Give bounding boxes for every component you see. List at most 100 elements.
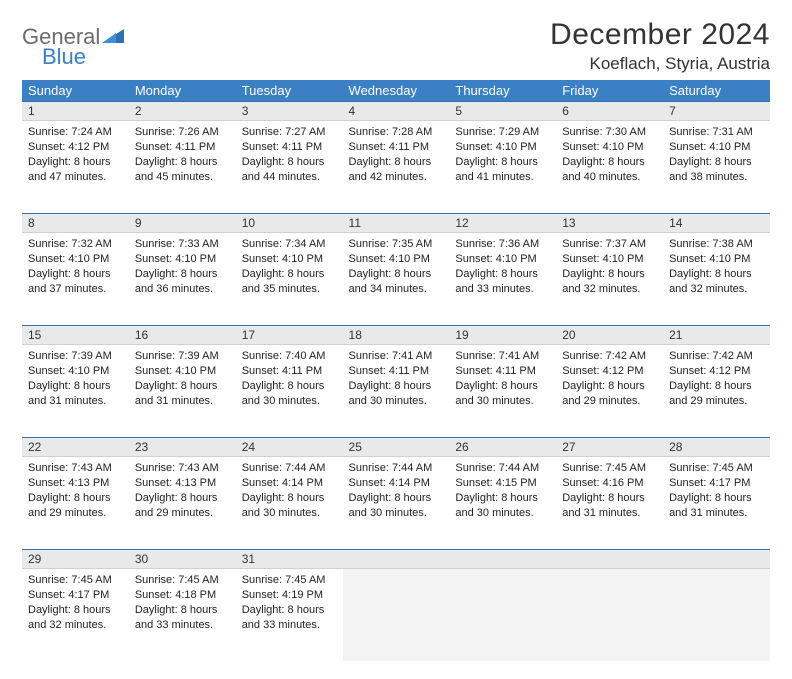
day-line-d1: Daylight: 8 hours <box>562 155 657 170</box>
day-cell <box>343 569 450 661</box>
day-line-d2: and 29 minutes. <box>669 394 764 409</box>
day-number: 2 <box>129 101 236 121</box>
day-cell: Sunrise: 7:32 AMSunset: 4:10 PMDaylight:… <box>22 233 129 304</box>
day-line-d2: and 44 minutes. <box>242 170 337 185</box>
day-number: 3 <box>236 101 343 121</box>
month-title: December 2024 <box>550 18 770 52</box>
day-line-ss: Sunset: 4:10 PM <box>28 252 123 267</box>
title-block: December 2024 Koeflach, Styria, Austria <box>550 18 770 74</box>
day-cell: Sunrise: 7:45 AMSunset: 4:19 PMDaylight:… <box>236 569 343 640</box>
day-cell: Sunrise: 7:35 AMSunset: 4:10 PMDaylight:… <box>343 233 450 304</box>
day-line-d2: and 31 minutes. <box>669 506 764 521</box>
day-line-d2: and 31 minutes. <box>135 394 230 409</box>
day-line-sr: Sunrise: 7:45 AM <box>28 573 123 588</box>
day-number: 5 <box>449 101 556 121</box>
day-line-ss: Sunset: 4:12 PM <box>28 140 123 155</box>
day-line-d1: Daylight: 8 hours <box>28 491 123 506</box>
logo: General Blue <box>22 18 124 70</box>
day-cell <box>449 569 556 661</box>
day-line-d2: and 31 minutes. <box>28 394 123 409</box>
day-line-ss: Sunset: 4:13 PM <box>28 476 123 491</box>
day-number: 29 <box>22 549 129 569</box>
logo-triangle-icon <box>102 27 124 48</box>
day-cell: Sunrise: 7:44 AMSunset: 4:14 PMDaylight:… <box>343 457 450 528</box>
day-line-d2: and 32 minutes. <box>28 618 123 633</box>
day-line-sr: Sunrise: 7:31 AM <box>669 125 764 140</box>
day-line-sr: Sunrise: 7:44 AM <box>242 461 337 476</box>
day-line-d1: Daylight: 8 hours <box>28 603 123 618</box>
day-cell: Sunrise: 7:41 AMSunset: 4:11 PMDaylight:… <box>343 345 450 416</box>
day-cell: Sunrise: 7:27 AMSunset: 4:11 PMDaylight:… <box>236 121 343 192</box>
day-number: 13 <box>556 213 663 233</box>
day-line-d1: Daylight: 8 hours <box>349 491 444 506</box>
day-number: 8 <box>22 213 129 233</box>
day-line-d1: Daylight: 8 hours <box>562 491 657 506</box>
day-cell: Sunrise: 7:33 AMSunset: 4:10 PMDaylight:… <box>129 233 236 304</box>
day-line-ss: Sunset: 4:11 PM <box>242 364 337 379</box>
day-number: 9 <box>129 213 236 233</box>
header-row: General Blue December 2024 Koeflach, Sty… <box>22 18 770 74</box>
day-cell: Sunrise: 7:42 AMSunset: 4:12 PMDaylight:… <box>663 345 770 416</box>
calendar-table: Sunday Monday Tuesday Wednesday Thursday… <box>22 80 770 661</box>
day-line-sr: Sunrise: 7:45 AM <box>135 573 230 588</box>
day-number: 27 <box>556 437 663 457</box>
day-line-d1: Daylight: 8 hours <box>135 491 230 506</box>
day-cell: Sunrise: 7:34 AMSunset: 4:10 PMDaylight:… <box>236 233 343 304</box>
day-cell: Sunrise: 7:39 AMSunset: 4:10 PMDaylight:… <box>22 345 129 416</box>
day-line-d1: Daylight: 8 hours <box>669 267 764 282</box>
day-line-d2: and 30 minutes. <box>242 506 337 521</box>
weekday-header-row: Sunday Monday Tuesday Wednesday Thursday… <box>22 80 770 101</box>
day-line-d2: and 33 minutes. <box>242 618 337 633</box>
day-line-ss: Sunset: 4:19 PM <box>242 588 337 603</box>
day-number-row: 293031 <box>22 549 770 569</box>
day-line-sr: Sunrise: 7:39 AM <box>135 349 230 364</box>
day-number: 1 <box>22 101 129 121</box>
day-line-ss: Sunset: 4:16 PM <box>562 476 657 491</box>
day-line-ss: Sunset: 4:10 PM <box>28 364 123 379</box>
day-line-ss: Sunset: 4:17 PM <box>669 476 764 491</box>
day-line-sr: Sunrise: 7:33 AM <box>135 237 230 252</box>
day-line-d2: and 29 minutes. <box>28 506 123 521</box>
day-line-sr: Sunrise: 7:39 AM <box>28 349 123 364</box>
day-line-d1: Daylight: 8 hours <box>349 155 444 170</box>
day-cell: Sunrise: 7:45 AMSunset: 4:17 PMDaylight:… <box>22 569 129 640</box>
day-line-ss: Sunset: 4:10 PM <box>455 252 550 267</box>
day-line-d2: and 30 minutes. <box>349 394 444 409</box>
day-number: 26 <box>449 437 556 457</box>
day-number: 18 <box>343 325 450 345</box>
day-cell: Sunrise: 7:44 AMSunset: 4:15 PMDaylight:… <box>449 457 556 528</box>
day-number: 31 <box>236 549 343 569</box>
day-line-d1: Daylight: 8 hours <box>562 379 657 394</box>
day-number-row: 15161718192021 <box>22 325 770 345</box>
day-line-d1: Daylight: 8 hours <box>455 491 550 506</box>
day-cell: Sunrise: 7:36 AMSunset: 4:10 PMDaylight:… <box>449 233 556 304</box>
day-line-d2: and 34 minutes. <box>349 282 444 297</box>
day-cell: Sunrise: 7:43 AMSunset: 4:13 PMDaylight:… <box>22 457 129 528</box>
day-cell: Sunrise: 7:38 AMSunset: 4:10 PMDaylight:… <box>663 233 770 304</box>
day-line-sr: Sunrise: 7:29 AM <box>455 125 550 140</box>
day-line-sr: Sunrise: 7:44 AM <box>455 461 550 476</box>
day-cell: Sunrise: 7:45 AMSunset: 4:18 PMDaylight:… <box>129 569 236 640</box>
day-cell: Sunrise: 7:45 AMSunset: 4:16 PMDaylight:… <box>556 457 663 528</box>
day-line-sr: Sunrise: 7:40 AM <box>242 349 337 364</box>
day-cell: Sunrise: 7:40 AMSunset: 4:11 PMDaylight:… <box>236 345 343 416</box>
day-line-sr: Sunrise: 7:30 AM <box>562 125 657 140</box>
day-line-ss: Sunset: 4:11 PM <box>349 140 444 155</box>
day-line-d1: Daylight: 8 hours <box>242 491 337 506</box>
day-line-d1: Daylight: 8 hours <box>242 379 337 394</box>
day-line-d2: and 45 minutes. <box>135 170 230 185</box>
day-line-ss: Sunset: 4:11 PM <box>135 140 230 155</box>
day-cell: Sunrise: 7:24 AMSunset: 4:12 PMDaylight:… <box>22 121 129 192</box>
day-line-d1: Daylight: 8 hours <box>455 267 550 282</box>
day-number-row: 22232425262728 <box>22 437 770 457</box>
day-line-ss: Sunset: 4:11 PM <box>349 364 444 379</box>
day-body-row: Sunrise: 7:39 AMSunset: 4:10 PMDaylight:… <box>22 345 770 437</box>
day-line-sr: Sunrise: 7:42 AM <box>669 349 764 364</box>
day-number: 28 <box>663 437 770 457</box>
day-line-sr: Sunrise: 7:36 AM <box>455 237 550 252</box>
day-line-d1: Daylight: 8 hours <box>349 267 444 282</box>
day-line-d1: Daylight: 8 hours <box>455 155 550 170</box>
day-number: 21 <box>663 325 770 345</box>
day-number <box>343 549 450 569</box>
day-line-d2: and 42 minutes. <box>349 170 444 185</box>
